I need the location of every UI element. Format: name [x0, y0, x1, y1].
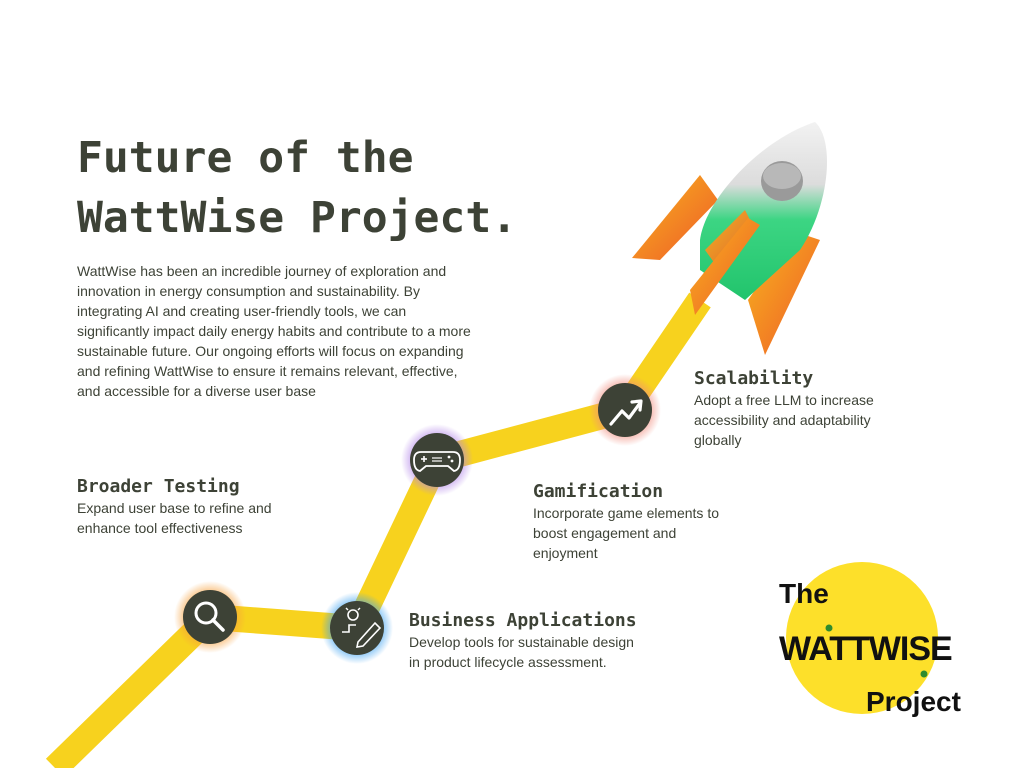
milestone-heading: Broader Testing [77, 476, 240, 497]
milestone-body: Incorporate game elements to boost engag… [533, 505, 719, 561]
page-title: Future of the WattWise Project. [77, 128, 517, 248]
milestone-gamification: Gamification Incorporate game elements t… [533, 481, 733, 563]
milestone-scalability: Scalability Adopt a free LLM to increase… [694, 368, 884, 450]
milestone-heading: Gamification [533, 481, 664, 502]
marker-gamification [401, 424, 473, 496]
milestone-heading: Scalability [694, 368, 814, 389]
milestone-broader-testing: Broader Testing Expand user base to refi… [77, 476, 277, 538]
title-line-1: Future of the [77, 133, 414, 183]
marker-broader-testing [174, 581, 246, 653]
wattwise-logo-graphic [786, 562, 938, 714]
milestone-business-applications: Business Applications Develop tools for … [409, 610, 639, 672]
title-line-2: WattWise Project. [77, 193, 518, 243]
marker-business-applications [321, 592, 393, 664]
logo-project: Project [866, 686, 961, 717]
milestone-heading: Business Applications [409, 610, 637, 631]
intro-paragraph: WattWise has been an incredible journey … [77, 263, 471, 399]
marker-scalability [589, 374, 661, 446]
milestone-body: Adopt a free LLM to increase accessibili… [694, 392, 874, 448]
logo-the: The [779, 578, 829, 609]
milestone-body: Expand user base to refine and enhance t… [77, 500, 272, 536]
rocket-illustration [632, 122, 827, 355]
logo-name: WATTWISE [779, 630, 953, 668]
milestone-body: Develop tools for sustainable design in … [409, 634, 634, 670]
